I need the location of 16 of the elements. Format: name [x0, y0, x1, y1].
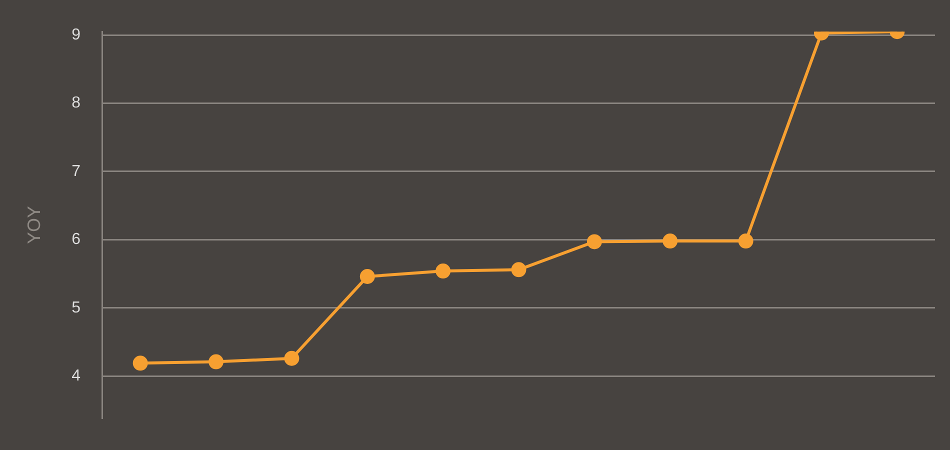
point	[586, 234, 602, 250]
point	[738, 234, 754, 249]
y-tick-label: 4	[72, 368, 81, 385]
point	[360, 269, 375, 284]
y-tick-label: 5	[72, 299, 81, 316]
point	[436, 264, 451, 279]
point	[284, 350, 300, 366]
y-axis-title: YOY	[24, 206, 44, 244]
y-tick-label: 9	[72, 26, 81, 44]
y-tick-label: 7	[72, 162, 81, 180]
y-tick-label: 6	[72, 231, 81, 248]
point	[208, 354, 224, 370]
point	[511, 262, 526, 278]
point	[662, 234, 678, 249]
y-tick-label: 8	[72, 94, 81, 112]
point	[132, 356, 148, 371]
